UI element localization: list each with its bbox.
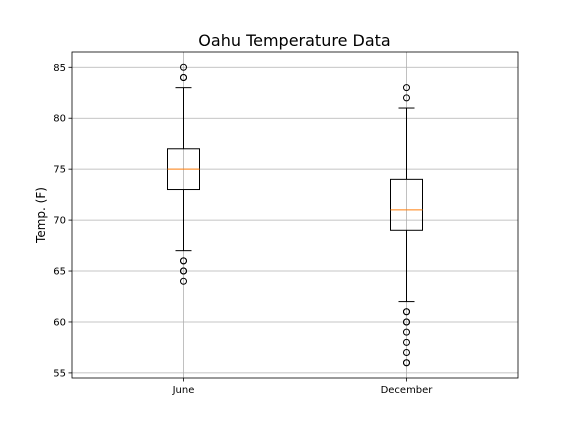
y-tick-label: 65: [53, 267, 66, 278]
x-tick-label: December: [381, 385, 434, 396]
outlier-point: [403, 328, 410, 336]
y-tick-label: 70: [53, 216, 66, 227]
y-axis-label: Temp. (F): [34, 187, 48, 244]
outlier-point: [180, 63, 187, 71]
plot-frame: [71, 51, 519, 379]
y-tick-label: 60: [53, 317, 66, 328]
outlier-point: [403, 308, 410, 316]
y-tick-label: 80: [53, 114, 66, 125]
axis-ticks: 55 60 65 70 75 80 85 June December: [53, 63, 433, 396]
box-june: [167, 63, 200, 285]
outlier-point: [403, 359, 410, 367]
chart-title: Oahu Temperature Data: [198, 31, 390, 50]
outlier-point: [403, 94, 410, 102]
outlier-point: [403, 349, 410, 357]
box-december: [390, 84, 423, 367]
outlier-point: [403, 318, 410, 326]
outlier-point: [180, 73, 187, 81]
outlier-point: [403, 84, 410, 92]
y-tick-label: 85: [53, 63, 66, 74]
y-tick-label: 55: [53, 368, 66, 379]
outlier-point: [403, 338, 410, 346]
outlier-point: [180, 277, 187, 285]
outlier-point: [180, 267, 187, 275]
x-tick-label: June: [172, 385, 195, 396]
outlier-point: [180, 257, 187, 265]
boxes: [167, 63, 423, 367]
grid-lines: [72, 52, 518, 378]
iqr-box: [390, 178, 423, 231]
y-tick-label: 75: [53, 165, 66, 176]
